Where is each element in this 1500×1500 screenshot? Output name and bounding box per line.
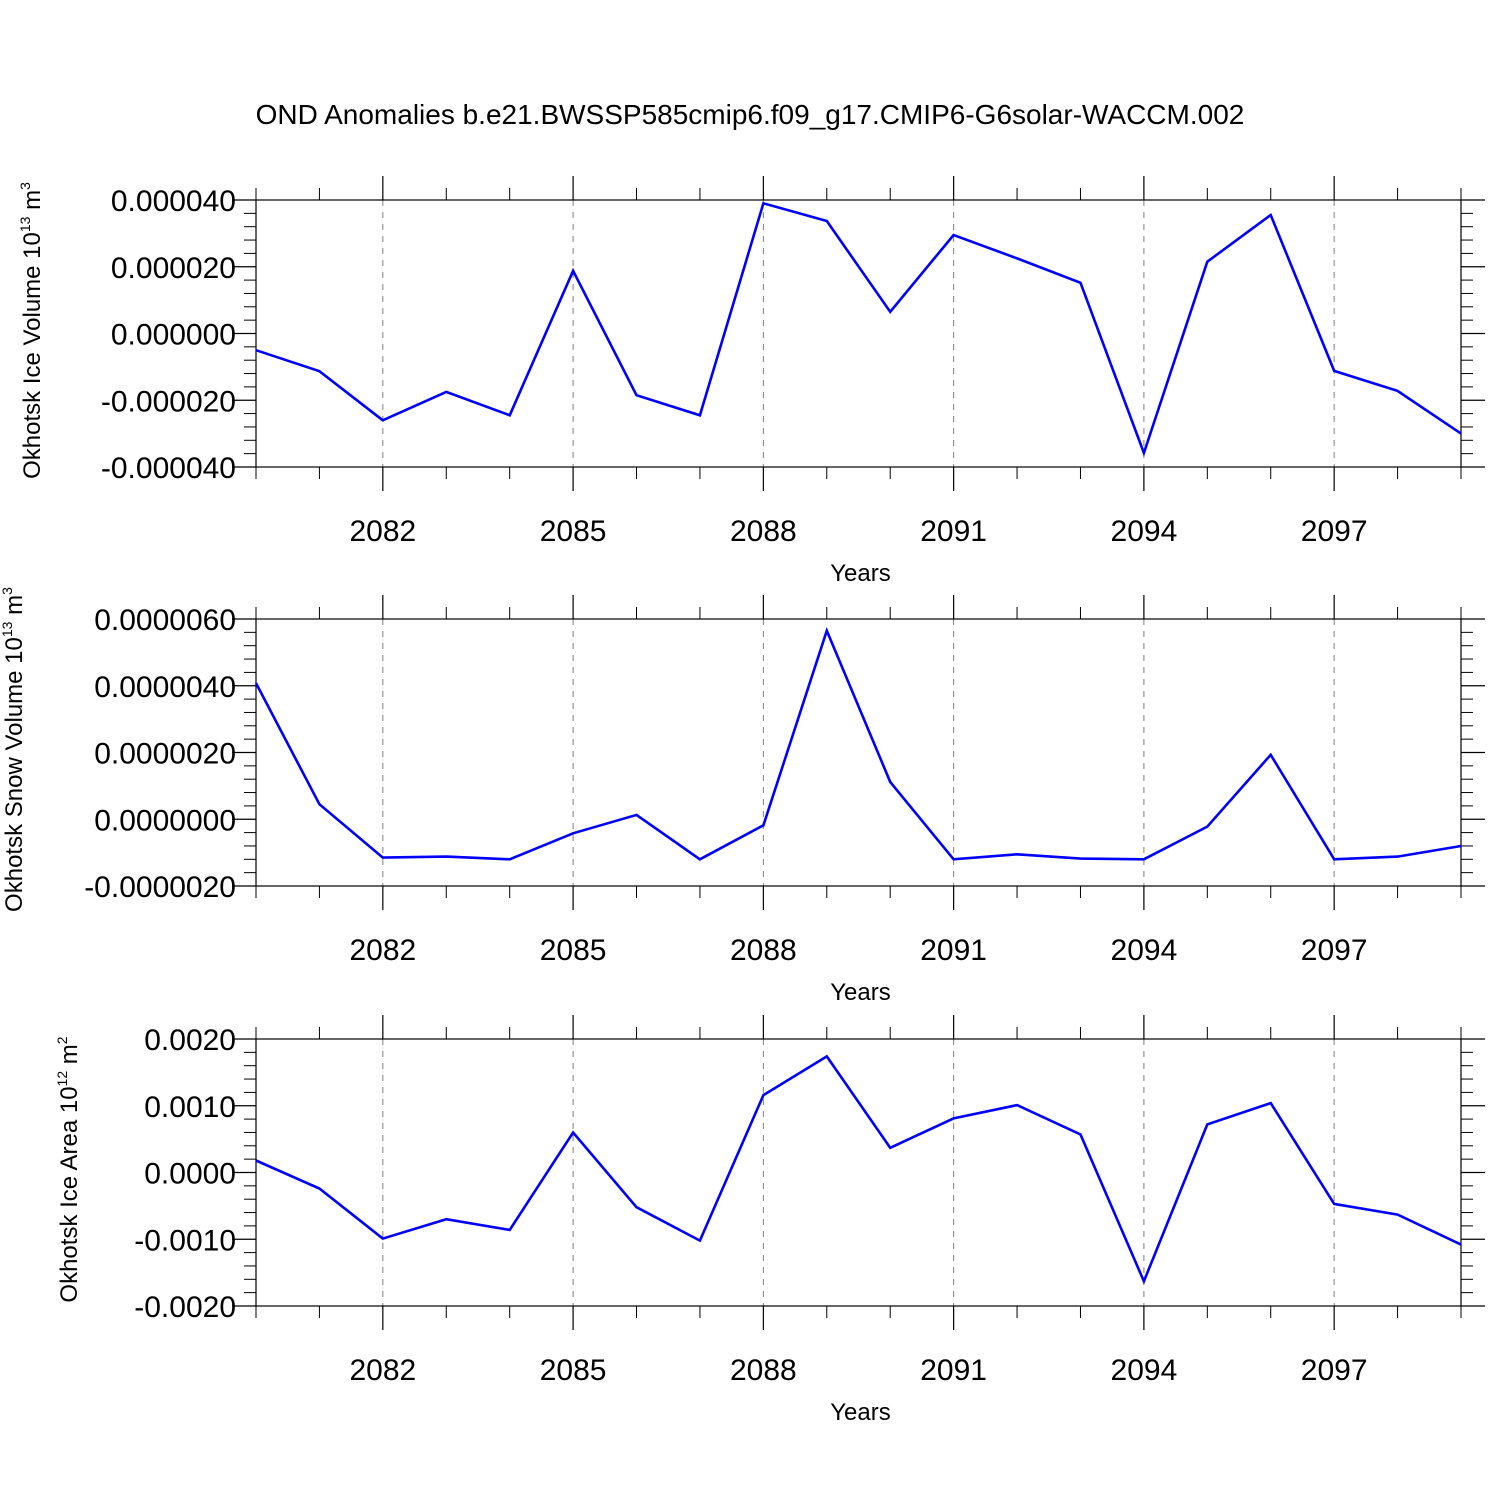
x-tick-label: 2082 [349, 515, 416, 548]
series-line [254, 626, 1462, 861]
x-tick-label: 2091 [920, 934, 987, 967]
y-tick-label: 0.0020 [144, 1024, 236, 1057]
x-tick-label: 2088 [730, 515, 797, 548]
y-tick-label: 0.0000020 [94, 738, 236, 771]
y-tick-label: 0.0010 [144, 1091, 236, 1124]
x-tick-label: 2097 [1301, 515, 1368, 548]
y-tick-label: 0.0000 [144, 1158, 236, 1191]
y-tick-label: 0.000020 [111, 252, 236, 285]
x-tick-label: 2094 [1111, 515, 1178, 548]
y-axis-label: Okhotsk Ice Area 1012 m2 [54, 1036, 83, 1302]
plot-frame [255, 618, 1462, 887]
chart-title: OND Anomalies b.e21.BWSSP585cmip6.f09_g1… [256, 99, 1245, 130]
y-tick-label: 0.0000040 [94, 671, 236, 704]
x-tick-label: 2097 [1301, 1354, 1368, 1387]
panels: 2082 2085 2088 2091 2094 20970.0000400.000020… [0, 176, 1485, 1426]
y-tick-label: 0.000000 [111, 319, 236, 352]
x-axis-label: Years [830, 979, 891, 1006]
x-tick-label: 2088 [730, 934, 797, 967]
y-tick-label: -0.0020 [134, 1291, 236, 1324]
panel-1: 2082 2085 2088 2091 2094 2097 0.000040 0.000020… [17, 176, 1485, 587]
x-tick-label: 2085 [540, 515, 607, 548]
x-tick-label: 2082 [349, 934, 416, 967]
series-line [255, 201, 1462, 457]
x-tick-label: 2082 [349, 1354, 416, 1387]
x-tick-label: 2094 [1111, 934, 1178, 967]
y-axis-label: Okhotsk Snow Volume 1013 m3 [0, 587, 28, 912]
x-axis-label: Years [830, 560, 891, 587]
y-tick-label: 0.0000060 [94, 604, 236, 637]
y-tick-label: 0.0000000 [94, 804, 236, 837]
x-tick-label: 2085 [540, 934, 607, 967]
panel-3: 2082 2085 2088 2091 2094 2097 0.0020 0.0010 0.00… [54, 1015, 1485, 1426]
y-tick-label: 0.000040 [111, 185, 236, 218]
x-axis-label: Years [830, 1399, 891, 1426]
series-line [255, 1054, 1462, 1285]
plot-frame [255, 1038, 1462, 1307]
x-tick-label: 2091 [920, 515, 987, 548]
y-tick-label: -0.000040 [101, 452, 236, 485]
y-tick-label: -0.000020 [101, 385, 236, 418]
x-tick-label: 2088 [730, 1354, 797, 1387]
y-tick-label: -0.0010 [134, 1224, 236, 1257]
x-tick-label: 2091 [920, 1354, 987, 1387]
x-tick-label: 2094 [1111, 1354, 1178, 1387]
y-axis-label: Okhotsk Ice Volume 1013 m3 [17, 182, 46, 479]
panel-2: 2082 2085 2088 2091 2094 2097 0.0000060 0.00000… [0, 587, 1485, 1006]
x-tick-label: 2085 [540, 1354, 607, 1387]
x-tick-label: 2097 [1301, 934, 1368, 967]
y-tick-label: -0.0000020 [84, 871, 236, 904]
